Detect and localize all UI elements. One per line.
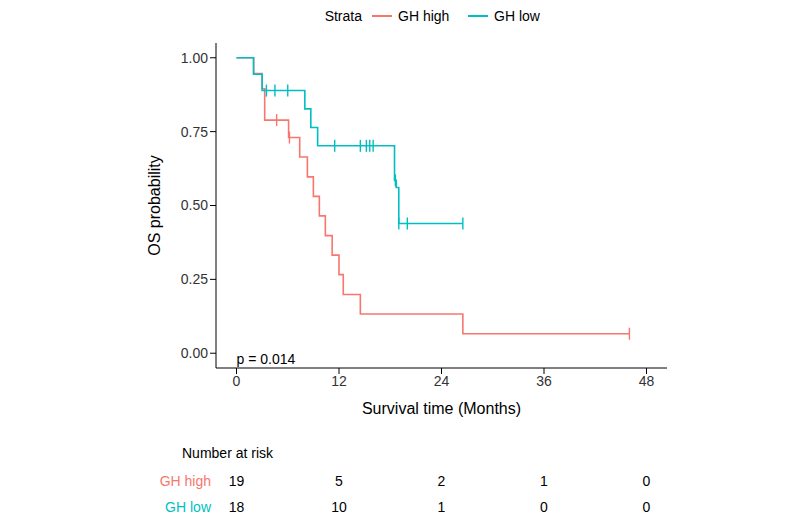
svg-text:0.25: 0.25 — [181, 271, 208, 287]
svg-text:1: 1 — [438, 499, 446, 515]
svg-text:GH high: GH high — [160, 473, 211, 489]
svg-text:0: 0 — [643, 499, 651, 515]
svg-text:10: 10 — [331, 499, 347, 515]
svg-text:Strata: Strata — [325, 8, 363, 24]
svg-text:0: 0 — [233, 373, 241, 389]
svg-text:Number at risk: Number at risk — [182, 445, 274, 461]
svg-text:0: 0 — [643, 473, 651, 489]
svg-text:18: 18 — [229, 499, 245, 515]
svg-text:24: 24 — [434, 373, 450, 389]
svg-text:GH low: GH low — [494, 8, 541, 24]
svg-text:OS probability: OS probability — [146, 155, 163, 256]
svg-text:36: 36 — [536, 373, 552, 389]
svg-text:2: 2 — [438, 473, 446, 489]
svg-text:1: 1 — [540, 473, 548, 489]
svg-text:12: 12 — [331, 373, 347, 389]
svg-text:48: 48 — [639, 373, 655, 389]
svg-text:0: 0 — [540, 499, 548, 515]
svg-text:19: 19 — [229, 473, 245, 489]
svg-text:5: 5 — [335, 473, 343, 489]
svg-text:GH high: GH high — [398, 8, 449, 24]
svg-text:1.00: 1.00 — [181, 50, 208, 66]
svg-text:0.50: 0.50 — [181, 197, 208, 213]
svg-text:Survival time (Months): Survival time (Months) — [362, 400, 521, 417]
svg-text:GH low: GH low — [165, 499, 212, 515]
svg-text:0.00: 0.00 — [181, 345, 208, 361]
svg-text:p = 0.014: p = 0.014 — [237, 351, 296, 367]
svg-text:0.75: 0.75 — [181, 124, 208, 140]
